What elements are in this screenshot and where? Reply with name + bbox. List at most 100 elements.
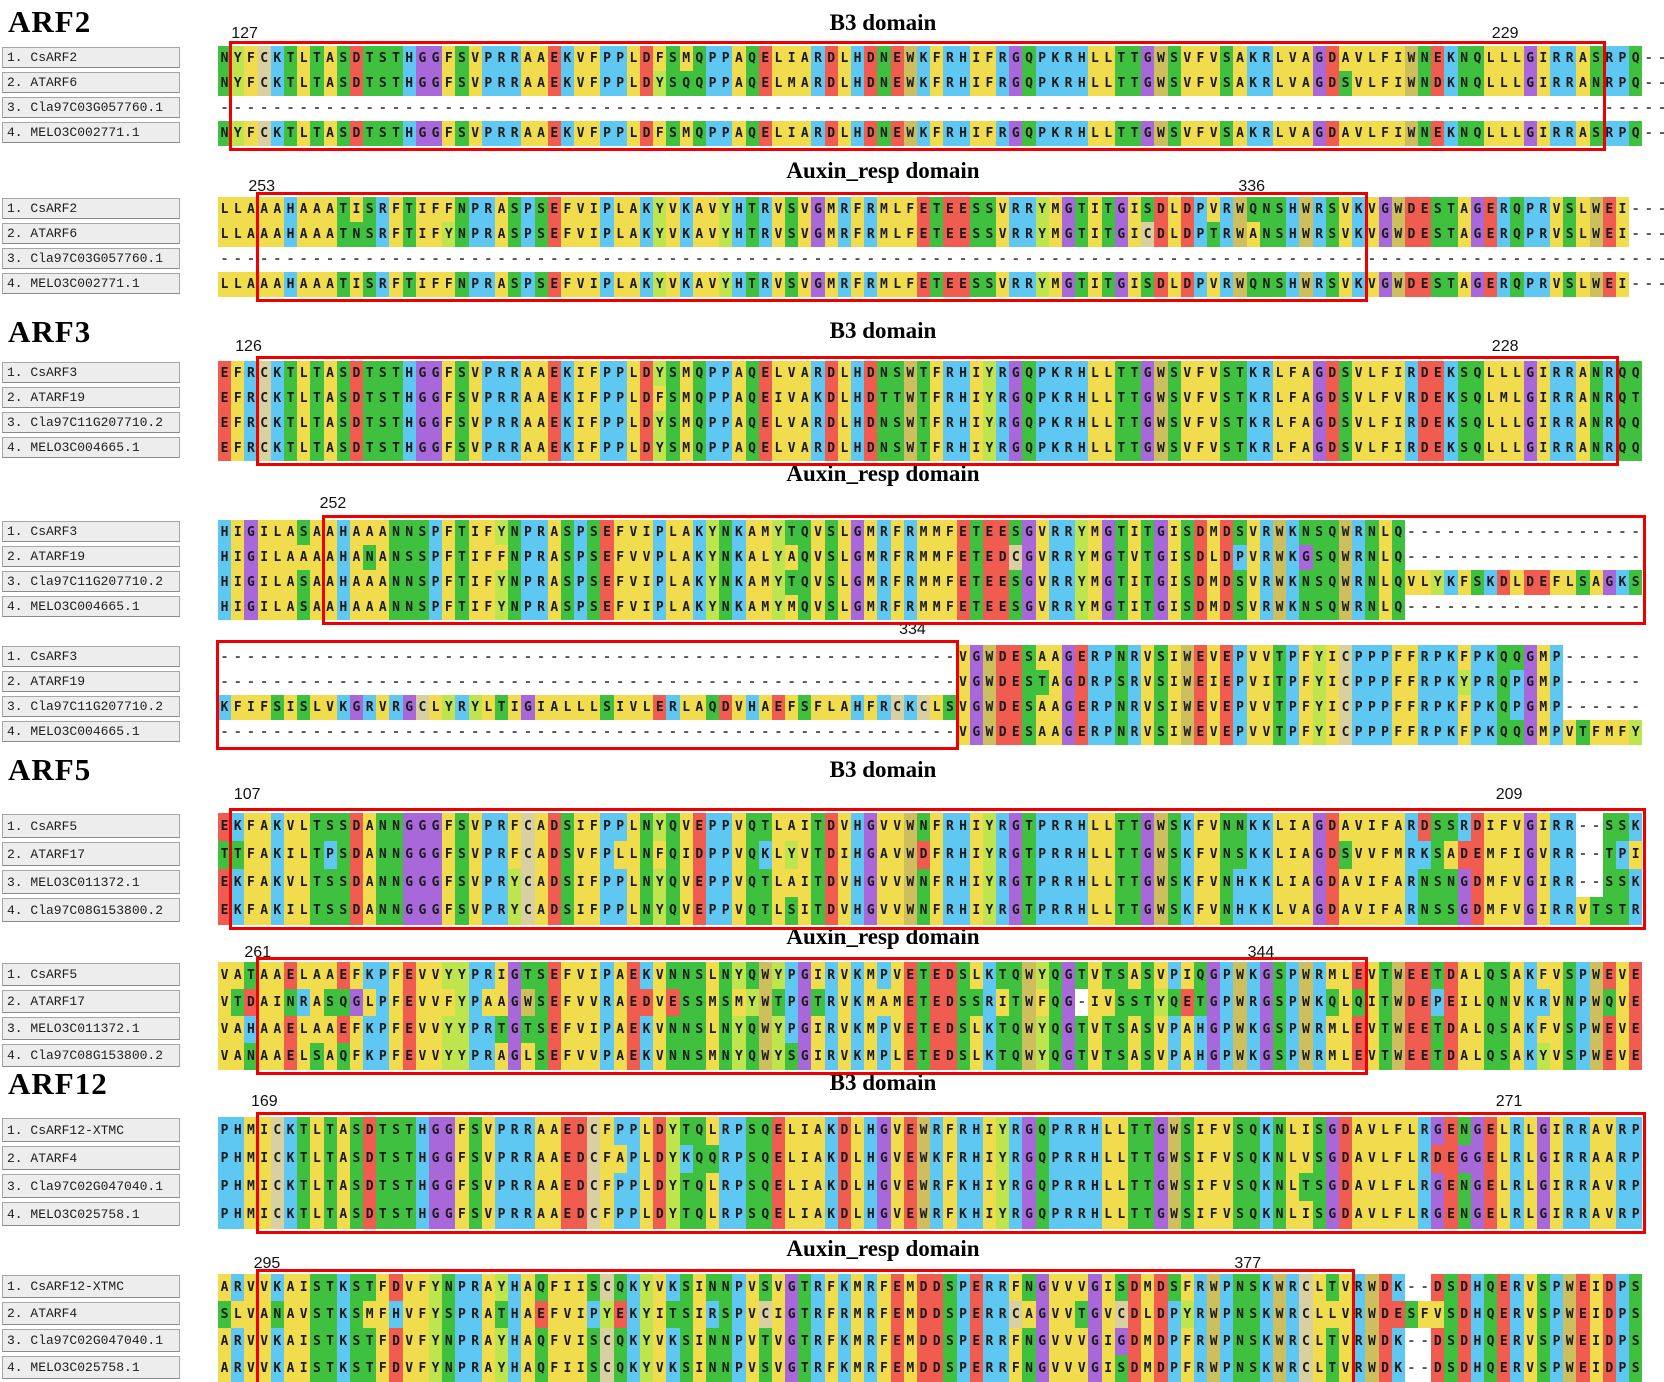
residue-cell: P: [600, 197, 614, 222]
residue-cell: M: [244, 1201, 258, 1229]
residue-cell: S: [1536, 1301, 1550, 1328]
residue-cell: -: [1642, 197, 1656, 222]
residue-cell: -: [785, 645, 799, 670]
residue-cell: V: [877, 869, 891, 897]
residue-cell: H: [218, 545, 232, 570]
residue-cell: -: [758, 247, 772, 272]
residue-cell: R: [494, 841, 509, 869]
residue-cell: Q: [1391, 545, 1405, 570]
residue-cell: T: [389, 121, 403, 146]
residue-cell: A: [1338, 869, 1353, 897]
residue-cell: W: [903, 411, 917, 436]
residue-cell: K: [1048, 361, 1062, 386]
residue-cell: -: [1444, 96, 1458, 121]
residue-cell: R: [1404, 841, 1419, 869]
residue-cell: P: [719, 436, 733, 461]
residue-cell: K: [1246, 869, 1260, 897]
residue-cell: F: [851, 222, 865, 247]
residue-cell: S: [1431, 897, 1445, 925]
residue-cell: T: [323, 1145, 337, 1173]
residue-cell: A: [521, 1301, 535, 1328]
residue-cell: I: [1127, 570, 1142, 595]
residue-cell: A: [1510, 962, 1524, 989]
residue-cell: I: [692, 1355, 706, 1382]
residue-cell: S: [956, 962, 970, 989]
residue-cell: I: [297, 1274, 311, 1301]
residue-cell: G: [415, 411, 429, 436]
residue-cell: K: [626, 1328, 640, 1355]
residue-cell: G: [1009, 813, 1023, 841]
residue-cell: A: [481, 989, 495, 1016]
residue-cell: S: [1154, 720, 1168, 745]
residue-cell: -: [837, 247, 851, 272]
residue-cell: -: [600, 247, 614, 272]
residue-cell: G: [1523, 813, 1537, 841]
residue-cell: V: [468, 121, 482, 146]
residue-cell: Y: [455, 962, 469, 989]
residue-cell: E: [903, 1043, 917, 1070]
residue-cell: P: [613, 46, 627, 71]
residue-cell: -: [1602, 247, 1616, 272]
residue-cell: M: [1391, 841, 1405, 869]
residue-cell: G: [851, 570, 865, 595]
residue-cell: N: [1589, 386, 1603, 411]
residue-cell: W: [1338, 595, 1353, 620]
residue-cell: W: [982, 720, 997, 745]
residue-cell: K: [824, 1173, 838, 1201]
residue-cell: C: [415, 695, 429, 720]
residue-cell: K: [679, 1145, 693, 1173]
residue-cell: A: [1127, 1043, 1142, 1070]
residue-cell: M: [877, 197, 891, 222]
residue-cell: -: [666, 247, 680, 272]
residue-cell: -: [626, 247, 640, 272]
residue-cell: N: [1220, 897, 1234, 925]
residue-cell: Y: [653, 71, 667, 96]
residue-cell: K: [758, 841, 772, 869]
residue-cell: T: [679, 1117, 693, 1145]
residue-cell: T: [363, 411, 377, 436]
residue-cell: G: [1536, 1201, 1550, 1229]
residue-cell: D: [1154, 1328, 1168, 1355]
residue-cell: F: [1404, 695, 1419, 720]
residue-cell: A: [349, 595, 364, 620]
residue-cell: Y: [1312, 720, 1326, 745]
residue-cell: S: [1312, 570, 1326, 595]
residue-cell: -: [916, 247, 931, 272]
residue-cell: -: [257, 96, 271, 121]
residue-cell: A: [323, 520, 337, 545]
residue-cell: F: [587, 869, 601, 897]
residue-cell: E: [626, 1016, 640, 1043]
residue-cell: G: [1101, 520, 1115, 545]
residue-cell: E: [916, 222, 931, 247]
residue-cell: P: [1035, 121, 1049, 146]
residue-cell: F: [587, 436, 601, 461]
residue-cell: T: [1576, 720, 1590, 745]
residue-cell: S: [1563, 1016, 1577, 1043]
residue-cell: R: [1576, 1145, 1590, 1173]
residue-cell: V: [1338, 272, 1353, 297]
residue-cell: V: [1207, 436, 1221, 461]
residue-cell: Y: [1075, 595, 1089, 620]
residue-cell: -: [429, 670, 443, 695]
residue-cell: H: [851, 869, 865, 897]
residue-cell: S: [1167, 71, 1181, 96]
residue-cell: A: [1299, 71, 1313, 96]
residue-cell: P: [1378, 695, 1392, 720]
residue-cell: R: [996, 1328, 1010, 1355]
residue-cell: K: [1246, 897, 1260, 925]
residue-cell: T: [745, 222, 759, 247]
residue-cell: N: [1273, 1201, 1287, 1229]
residue-cell: K: [1352, 197, 1366, 222]
residue-cell: V: [785, 411, 799, 436]
residue-cell: S: [1589, 121, 1603, 146]
residue-cell: E: [1009, 670, 1023, 695]
residue-cell: E: [1629, 962, 1643, 989]
residue-cell: P: [1352, 720, 1366, 745]
residue-cell: P: [521, 570, 535, 595]
residue-cell: W: [1391, 272, 1405, 297]
residue-cell: A: [257, 222, 271, 247]
residue-cell: -: [1457, 96, 1471, 121]
residue-cell: -: [481, 645, 495, 670]
residue-cell: V: [1048, 1301, 1062, 1328]
residue-cell: D: [1457, 841, 1471, 869]
